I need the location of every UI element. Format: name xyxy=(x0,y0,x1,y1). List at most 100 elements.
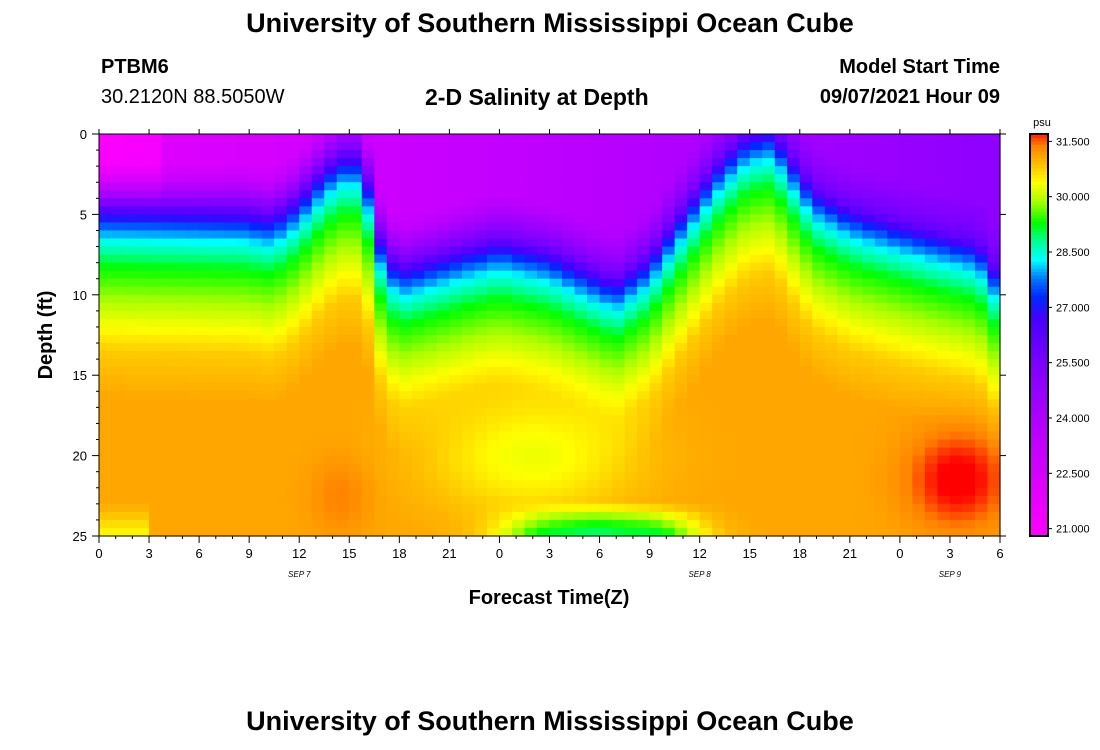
heatmap-cell xyxy=(261,503,275,513)
heatmap-cell xyxy=(311,294,325,304)
heatmap-cell xyxy=(461,238,476,248)
heatmap-cell xyxy=(474,383,488,392)
heatmap-cell xyxy=(687,174,701,183)
heatmap-cell xyxy=(624,375,638,384)
salinity-heatmap xyxy=(99,134,1001,537)
plot-title: 2-D Salinity at Depth xyxy=(425,84,649,110)
heatmap-cell xyxy=(949,238,964,248)
heatmap-cell xyxy=(787,270,801,280)
heatmap-cell xyxy=(274,318,288,328)
heatmap-cell xyxy=(812,407,826,416)
heatmap-cell xyxy=(674,359,688,368)
heatmap-cell xyxy=(386,511,400,521)
heatmap-cell xyxy=(299,278,313,288)
heatmap-cell xyxy=(261,439,275,449)
heatmap-cell xyxy=(599,254,613,264)
heatmap-cell xyxy=(399,351,413,360)
heatmap-cell xyxy=(449,326,463,336)
heatmap-cell xyxy=(536,150,551,159)
heatmap-cell xyxy=(261,310,275,320)
heatmap-cell xyxy=(899,158,913,167)
heatmap-cell xyxy=(174,214,188,224)
heatmap-cell xyxy=(249,343,263,352)
heatmap-cell xyxy=(962,142,976,151)
heatmap-cell xyxy=(349,415,363,425)
heatmap-cell xyxy=(737,158,751,167)
heatmap-cell xyxy=(374,206,388,215)
heatmap-cell xyxy=(974,367,989,376)
colorbar-swatch xyxy=(1030,462,1048,467)
heatmap-cell xyxy=(136,278,150,288)
heatmap-cell xyxy=(837,519,851,529)
heatmap-cell xyxy=(612,431,626,441)
heatmap-cell xyxy=(574,230,588,240)
heatmap-cell xyxy=(612,326,626,336)
heatmap-cell xyxy=(274,190,288,199)
heatmap-cell xyxy=(549,495,563,505)
heatmap-cell xyxy=(386,527,400,537)
heatmap-cell xyxy=(762,294,776,304)
heatmap-cell xyxy=(286,166,300,175)
heatmap-cell xyxy=(612,375,626,384)
heatmap-cell xyxy=(637,318,651,328)
heatmap-cell xyxy=(411,335,425,344)
heatmap-cell xyxy=(474,326,488,336)
heatmap-cell xyxy=(249,431,263,441)
heatmap-cell xyxy=(361,407,375,416)
heatmap-cell xyxy=(724,294,738,304)
heatmap-cell xyxy=(511,415,526,425)
heatmap-cell xyxy=(499,407,513,416)
heatmap-cell xyxy=(949,407,964,416)
heatmap-cell xyxy=(712,391,726,400)
heatmap-cell xyxy=(974,246,989,256)
colorbar-swatch xyxy=(1030,231,1048,236)
colorbar-swatch xyxy=(1030,184,1048,189)
heatmap-cell xyxy=(699,391,713,400)
x-tick-label: 6 xyxy=(195,546,202,561)
heatmap-cell xyxy=(349,294,363,304)
heatmap-cell xyxy=(749,214,763,224)
heatmap-cell xyxy=(486,302,501,312)
heatmap-cell xyxy=(824,262,838,272)
heatmap-cell xyxy=(524,318,538,328)
heatmap-cell xyxy=(499,278,513,288)
heatmap-cell xyxy=(787,407,801,416)
heatmap-cell xyxy=(374,407,388,416)
colorbar-frame xyxy=(1029,133,1049,537)
heatmap-cell xyxy=(899,326,913,336)
heatmap-cell xyxy=(224,351,238,360)
heatmap-cell xyxy=(236,503,250,513)
heatmap-cell xyxy=(436,351,450,360)
heatmap-cell xyxy=(649,439,663,449)
heatmap-cell xyxy=(674,415,688,425)
heatmap-cell xyxy=(587,166,601,175)
heatmap-cell xyxy=(974,310,989,320)
heatmap-cell xyxy=(599,383,613,392)
heatmap-cell xyxy=(587,286,601,296)
heatmap-cell xyxy=(99,495,113,505)
heatmap-cell xyxy=(274,198,288,207)
heatmap-cell xyxy=(812,439,826,449)
heatmap-cell xyxy=(549,278,563,288)
heatmap-cell xyxy=(974,519,989,529)
heatmap-cell xyxy=(524,166,538,175)
heatmap-cell xyxy=(724,182,738,191)
heatmap-cell xyxy=(124,359,138,368)
heatmap-cell xyxy=(274,431,288,441)
heatmap-cell xyxy=(424,294,438,304)
heatmap-cell xyxy=(937,487,951,497)
heatmap-cell xyxy=(399,431,413,441)
heatmap-cell xyxy=(837,503,851,513)
heatmap-cell xyxy=(862,343,876,352)
heatmap-cell xyxy=(549,262,563,272)
heatmap-cell xyxy=(149,270,163,280)
heatmap-cell xyxy=(536,190,551,199)
heatmap-cell xyxy=(436,302,450,312)
heatmap-cell xyxy=(311,190,325,199)
heatmap-cell xyxy=(599,318,613,328)
heatmap-cell xyxy=(411,318,425,328)
heatmap-cell xyxy=(812,359,826,368)
heatmap-cell xyxy=(186,367,200,376)
heatmap-cell xyxy=(762,318,776,328)
